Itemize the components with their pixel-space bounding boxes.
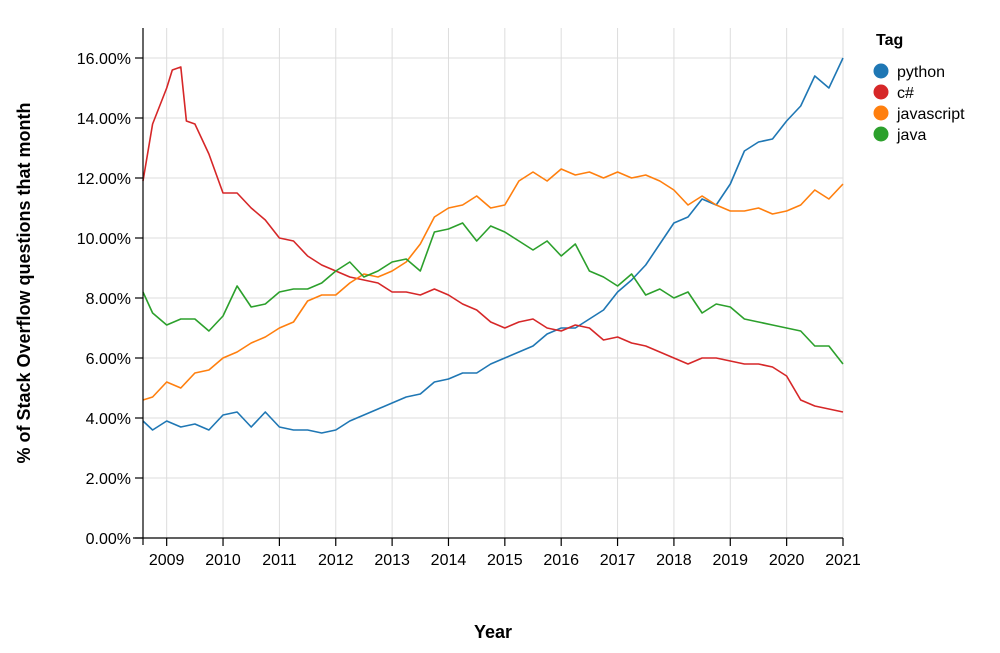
series-lines <box>142 57 844 434</box>
y-tick-label: 16.00% <box>77 51 131 68</box>
legend-label: python <box>897 64 945 81</box>
legend-swatch <box>873 126 889 142</box>
x-tick-label: 2009 <box>149 552 185 569</box>
y-tick-label: 0.00% <box>86 531 131 548</box>
axes <box>133 28 843 545</box>
y-tick-label: 10.00% <box>77 231 131 248</box>
x-tick-label: 2010 <box>205 552 241 569</box>
x-tick-label: 2019 <box>712 552 748 569</box>
series-line-csharp <box>142 66 844 413</box>
series-line-python <box>142 57 844 434</box>
y-axis-ticks: 0.00% 2.00% 4.00% 6.00% 8.00% 10.00% 12.00% 14.… <box>77 51 143 548</box>
y-tick-label: 8.00% <box>86 291 131 308</box>
y-tick-label: 12.00% <box>77 171 131 188</box>
legend-label: c# <box>897 85 914 102</box>
x-tick-label: 2013 <box>374 552 410 569</box>
x-tick-label: 2017 <box>600 552 636 569</box>
x-axis-ticks: 2009 2010 2011 2012 2013 2014 2015 2016 2017 2018… <box>149 538 861 569</box>
y-axis-title: % of Stack Overflow questions that month <box>14 102 34 463</box>
x-tick-label: 2012 <box>318 552 354 569</box>
legend-swatch <box>873 63 889 79</box>
legend-items: python c# javascript java <box>873 63 965 144</box>
x-tick-label: 2011 <box>262 552 297 569</box>
legend-label: java <box>896 127 926 144</box>
legend: Tag python c# javascript java <box>873 32 965 144</box>
x-axis-title: Year <box>474 622 512 642</box>
x-tick-label: 2018 <box>656 552 692 569</box>
x-tick-label: 2015 <box>487 552 523 569</box>
legend-title: Tag <box>876 32 903 49</box>
legend-label: javascript <box>896 106 965 123</box>
x-tick-label: 2020 <box>769 552 805 569</box>
x-tick-label: 2014 <box>431 552 467 569</box>
y-tick-label: 14.00% <box>77 111 131 128</box>
y-tick-label: 6.00% <box>86 351 131 368</box>
series-line-javascript <box>142 168 844 401</box>
series-line-java <box>142 222 844 365</box>
x-tick-label: 2016 <box>543 552 579 569</box>
legend-swatch <box>873 84 889 100</box>
legend-swatch <box>873 105 889 121</box>
y-tick-label: 2.00% <box>86 471 131 488</box>
y-tick-label: 4.00% <box>86 411 131 428</box>
grid <box>143 28 844 539</box>
x-tick-label: 2021 <box>825 552 861 569</box>
